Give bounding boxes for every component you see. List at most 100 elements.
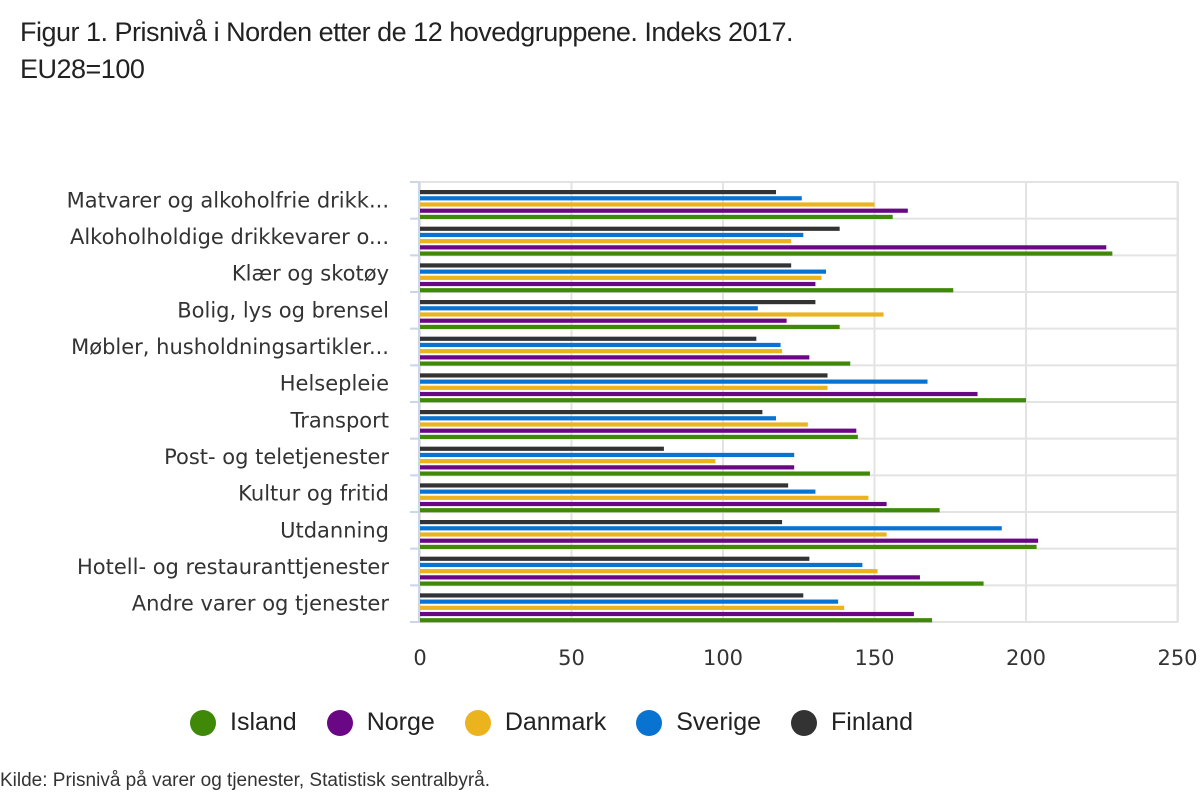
bar-norge[interactable] (420, 538, 1039, 543)
category-labels: Matvarer og alkoholfrie drikk... Alkoholh… (67, 188, 390, 615)
bar-island[interactable] (420, 581, 984, 586)
bar-island[interactable] (420, 361, 851, 366)
chart-title: Figur 1. Prisnivå i Norden etter de 12 h… (20, 14, 1120, 88)
category-label: Hotell- og restauranttjenester (77, 555, 389, 579)
bar-danmark[interactable] (420, 459, 716, 464)
category-label: Møbler, husholdningsartikler... (71, 335, 389, 359)
legend-item-finland[interactable]: Finland (791, 708, 913, 737)
legend-label: Island (230, 708, 297, 736)
bar-danmark[interactable] (420, 532, 887, 537)
chart-title-line-1: Figur 1. Prisnivå i Norden etter de 12 h… (20, 17, 794, 47)
bars (420, 190, 1113, 623)
legend-dot-icon (791, 709, 817, 736)
legend-item-norge[interactable]: Norge (326, 708, 435, 737)
bar-island[interactable] (420, 214, 893, 219)
bar-finland[interactable] (420, 446, 664, 451)
bar-norge[interactable] (420, 208, 908, 213)
bar-sverige[interactable] (420, 599, 839, 604)
bar-norge[interactable] (420, 318, 787, 323)
bar-island[interactable] (420, 471, 870, 476)
bar-island[interactable] (420, 398, 1026, 403)
bar-sverige[interactable] (420, 269, 827, 274)
bar-finland[interactable] (420, 373, 828, 378)
bar-sverige[interactable] (420, 562, 863, 568)
bar-norge[interactable] (420, 465, 795, 470)
legend-item-island[interactable]: Island (190, 708, 297, 737)
legend-dot-icon (464, 709, 491, 736)
x-tick-label: 50 (558, 646, 585, 670)
chart-title-line-2: EU28=100 (20, 54, 145, 84)
legend: Island Norge Danmark Sverige Finland (190, 708, 943, 737)
bar-norge[interactable] (420, 355, 810, 360)
category-label: Utdanning (280, 518, 389, 542)
bar-island[interactable] (420, 434, 858, 439)
x-tick-label: 150 (854, 646, 894, 670)
category-label: Klær og skotøy (232, 262, 389, 286)
bar-finland[interactable] (420, 410, 763, 415)
bar-danmark[interactable] (420, 239, 792, 244)
category-label: Andre varer og tjenester (132, 592, 390, 616)
legend-dot-icon (326, 709, 353, 736)
bar-finland[interactable] (420, 300, 816, 305)
bar-norge[interactable] (420, 611, 914, 617)
bar-sverige[interactable] (420, 379, 928, 384)
bar-sverige[interactable] (420, 489, 816, 494)
bar-finland[interactable] (420, 226, 840, 231)
category-label: Alkoholholdige drikkevarer o... (70, 225, 389, 249)
legend-dot-icon (190, 709, 216, 736)
bar-norge[interactable] (420, 281, 816, 287)
bar-danmark[interactable] (420, 569, 878, 574)
bar-sverige[interactable] (420, 526, 1002, 531)
legend-dot-icon (636, 709, 663, 736)
bar-sverige[interactable] (420, 196, 802, 201)
bar-finland[interactable] (420, 190, 777, 195)
bar-finland[interactable] (420, 556, 810, 561)
bar-finland[interactable] (420, 263, 792, 268)
category-label: Kultur og fritid (238, 482, 389, 506)
x-tick-label: 250 (1157, 646, 1197, 670)
bar-sverige[interactable] (420, 232, 804, 238)
bar-island[interactable] (420, 508, 940, 513)
bar-island[interactable] (420, 288, 954, 293)
bar-norge[interactable] (420, 575, 920, 580)
x-tick-label: 200 (1006, 646, 1046, 670)
bar-sverige[interactable] (420, 452, 795, 458)
bar-island[interactable] (420, 324, 840, 329)
bar-danmark[interactable] (420, 605, 845, 610)
category-label: Bolig, lys og brensel (177, 298, 389, 322)
x-tick-label: 0 (413, 646, 426, 670)
bar-danmark[interactable] (420, 312, 884, 317)
bar-finland[interactable] (420, 593, 804, 598)
category-label: Post- og teletjenester (164, 445, 389, 469)
bar-island[interactable] (420, 251, 1113, 256)
bar-norge[interactable] (420, 391, 978, 397)
bar-danmark[interactable] (420, 495, 869, 500)
bar-island[interactable] (420, 618, 933, 623)
legend-item-danmark[interactable]: Danmark (464, 708, 607, 737)
bar-finland[interactable] (420, 520, 783, 525)
bar-sverige[interactable] (420, 342, 781, 348)
legend-label: Danmark (504, 708, 607, 736)
bar-danmark[interactable] (420, 349, 783, 354)
legend-item-sverige[interactable]: Sverige (636, 708, 761, 737)
bar-chart: Matvarer og alkoholfrie drikk... Alkoholh… (67, 181, 1198, 670)
x-tick-labels: 0 50 100 150 200 250 (413, 646, 1197, 670)
bar-danmark[interactable] (420, 385, 828, 390)
bar-norge[interactable] (420, 428, 857, 433)
bar-island[interactable] (420, 544, 1037, 549)
bar-danmark[interactable] (420, 275, 822, 280)
bar-danmark[interactable] (420, 422, 808, 427)
bar-finland[interactable] (420, 336, 757, 341)
legend-label: Norge (366, 708, 435, 736)
x-tick-label: 100 (703, 646, 743, 670)
bar-danmark[interactable] (420, 202, 875, 207)
category-label: Matvarer og alkoholfrie drikk... (67, 188, 389, 212)
bar-sverige[interactable] (420, 306, 758, 311)
category-label: Helsepleie (280, 372, 389, 396)
bar-finland[interactable] (420, 483, 789, 488)
bar-sverige[interactable] (420, 416, 777, 421)
bar-norge[interactable] (420, 245, 1107, 250)
bar-norge[interactable] (420, 501, 887, 507)
source-note: Kilde: Prisnivå på varer og tjenester, S… (0, 770, 491, 791)
category-label: Transport (289, 408, 389, 432)
